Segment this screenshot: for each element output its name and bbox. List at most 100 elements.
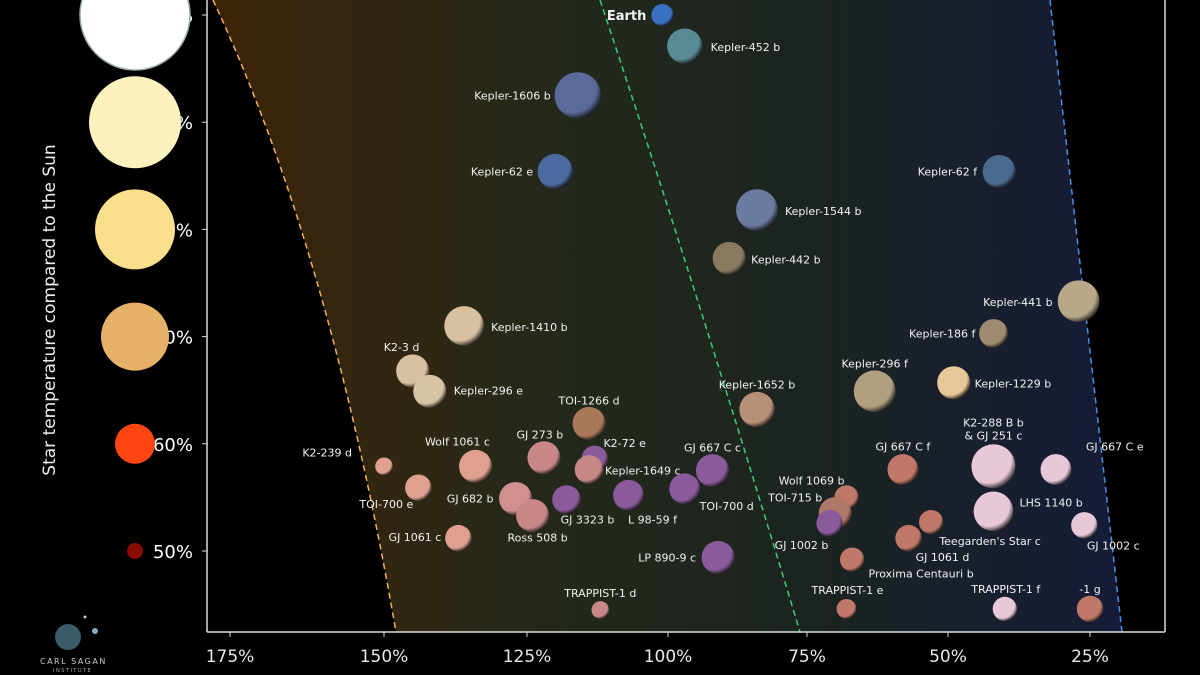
- planet-label: LHS 1140 b: [1019, 496, 1082, 509]
- x-tick-label: 50%: [929, 647, 967, 667]
- planet-marker: [667, 28, 703, 64]
- planet-label: TOI-700 d: [699, 500, 754, 513]
- star-size-marker: [101, 302, 169, 371]
- planet-label: TRAPPIST-1 e: [811, 584, 884, 597]
- planet-label: GJ 3323 b: [561, 514, 615, 527]
- planet-marker: [982, 155, 1016, 189]
- planet: Kepler-296 e: [413, 374, 524, 408]
- planet-marker: [712, 241, 746, 275]
- planet: GJ 1061 d: [895, 524, 969, 564]
- planet-marker: [937, 366, 971, 400]
- planet: Proxima Centauri b: [840, 547, 974, 581]
- planet-label: GJ 1061 c: [389, 531, 442, 544]
- planet-label: Kepler-62 f: [918, 166, 979, 179]
- planet-label-line2: & GJ 251 c: [964, 429, 1022, 442]
- planet-label: Kepler-296 f: [841, 357, 909, 370]
- star-size-marker: [89, 76, 181, 169]
- planet-label: Kepler-1606 b: [474, 89, 551, 102]
- planet-label: GJ 667 C c: [684, 442, 741, 455]
- planet: Ross 508 b: [507, 499, 568, 545]
- planet-label: GJ 667 C e: [1086, 441, 1144, 454]
- x-tick-label: 150%: [360, 647, 409, 667]
- planet: TRAPPIST-1 f: [970, 583, 1041, 621]
- x-tick-label: 75%: [788, 647, 826, 667]
- planet-marker: [992, 596, 1017, 621]
- planet: Kepler-1229 b: [937, 366, 1051, 400]
- planet-label: TRAPPIST-1 f: [970, 583, 1041, 596]
- x-tick-label: 25%: [1071, 647, 1109, 667]
- planet-label: Kepler-1410 b: [491, 321, 568, 334]
- planet-marker: [973, 491, 1014, 532]
- planet-label: GJ 682 b: [447, 492, 494, 505]
- planet-label: Proxima Centauri b: [869, 568, 974, 581]
- planet: GJ 667 C f: [875, 441, 931, 485]
- y-tick-label: 50%: [153, 542, 193, 563]
- planet-label: K2-3 d: [384, 341, 420, 354]
- y-tick-label: 60%: [153, 435, 193, 456]
- inner-habitable-zone-edge: [212, 0, 397, 633]
- planet: Kepler-1649 c: [574, 455, 681, 484]
- planet-label: Kepler-1649 c: [605, 465, 681, 478]
- star-size-marker: [95, 189, 175, 270]
- planet-label: Teegarden's Star c: [938, 535, 1041, 548]
- planet-marker: [695, 454, 729, 488]
- planet-label: K2-72 e: [603, 437, 646, 450]
- planet: GJ 1002 b: [775, 509, 843, 552]
- planet-label: K2-239 d: [302, 446, 352, 459]
- logo-text: CARL SAGAN: [40, 657, 107, 666]
- planet: GJ 1061 c: [389, 524, 472, 552]
- planet-label: Earth: [607, 9, 647, 24]
- planet: TRAPPIST-1 e: [811, 584, 884, 619]
- planet-marker: [736, 189, 778, 232]
- planet-marker: [613, 479, 644, 511]
- planet: Kepler-186 f: [909, 319, 1008, 348]
- planet-label: Kepler-452 b: [711, 41, 781, 54]
- planet: K2-288 B b& GJ 251 c: [963, 416, 1024, 489]
- planet-marker: [816, 509, 843, 537]
- planet: K2-239 d: [302, 446, 393, 476]
- planet-marker: [971, 444, 1016, 489]
- planet-marker: [552, 485, 581, 514]
- planet: -1 g: [1076, 583, 1104, 623]
- planet: Kepler-441 b: [983, 280, 1100, 323]
- planet: Kepler-1544 b: [736, 189, 861, 232]
- outer-habitable-zone-edge: [1049, 0, 1123, 633]
- planet-marker: [405, 474, 432, 501]
- planet-marker: [375, 457, 393, 476]
- planet-marker: [527, 441, 561, 475]
- planet-label: LP 890-9 c: [638, 551, 696, 564]
- planet-label: TOI-700 e: [358, 498, 413, 511]
- planet-marker: [444, 306, 484, 346]
- planet-label: Wolf 1061 c: [425, 435, 490, 448]
- planet-marker: [1071, 512, 1098, 539]
- planet-label: Kepler-442 b: [751, 253, 821, 266]
- planet-marker: [669, 473, 701, 505]
- planet-marker: [1057, 280, 1100, 323]
- planet-label: GJ 1002 b: [775, 539, 829, 552]
- planet-marker: [739, 391, 775, 428]
- planet-label: L 98-59 f: [628, 513, 678, 526]
- planet: Kepler-1410 b: [444, 306, 568, 346]
- planet-label: Kepler-296 e: [454, 384, 524, 397]
- x-tick-label: 125%: [503, 647, 552, 667]
- planet: GJ 3323 b: [552, 485, 615, 527]
- planet-label: Ross 508 b: [507, 532, 567, 545]
- planet: TOI-1266 d: [558, 394, 620, 440]
- planet-label: GJ 667 C f: [875, 441, 931, 454]
- planet: LP 890-9 c: [638, 540, 735, 574]
- star-size-marker: [127, 543, 143, 559]
- planet-marker: [895, 524, 922, 552]
- planet-marker: [979, 319, 1008, 348]
- x-tick-label: 100%: [644, 647, 693, 667]
- planet-marker: [1076, 595, 1104, 623]
- planet: Kepler-442 b: [712, 241, 821, 275]
- planet-marker: [459, 449, 493, 483]
- planet-marker: [1040, 454, 1072, 485]
- planet: TOI-700 d: [669, 473, 754, 513]
- planet-marker: [554, 72, 601, 119]
- earth-flux-line: [599, 0, 801, 633]
- planet: L 98-59 f: [613, 479, 678, 526]
- planet: Kepler-296 f: [841, 357, 909, 413]
- planet: GJ 667 C e: [1040, 441, 1144, 485]
